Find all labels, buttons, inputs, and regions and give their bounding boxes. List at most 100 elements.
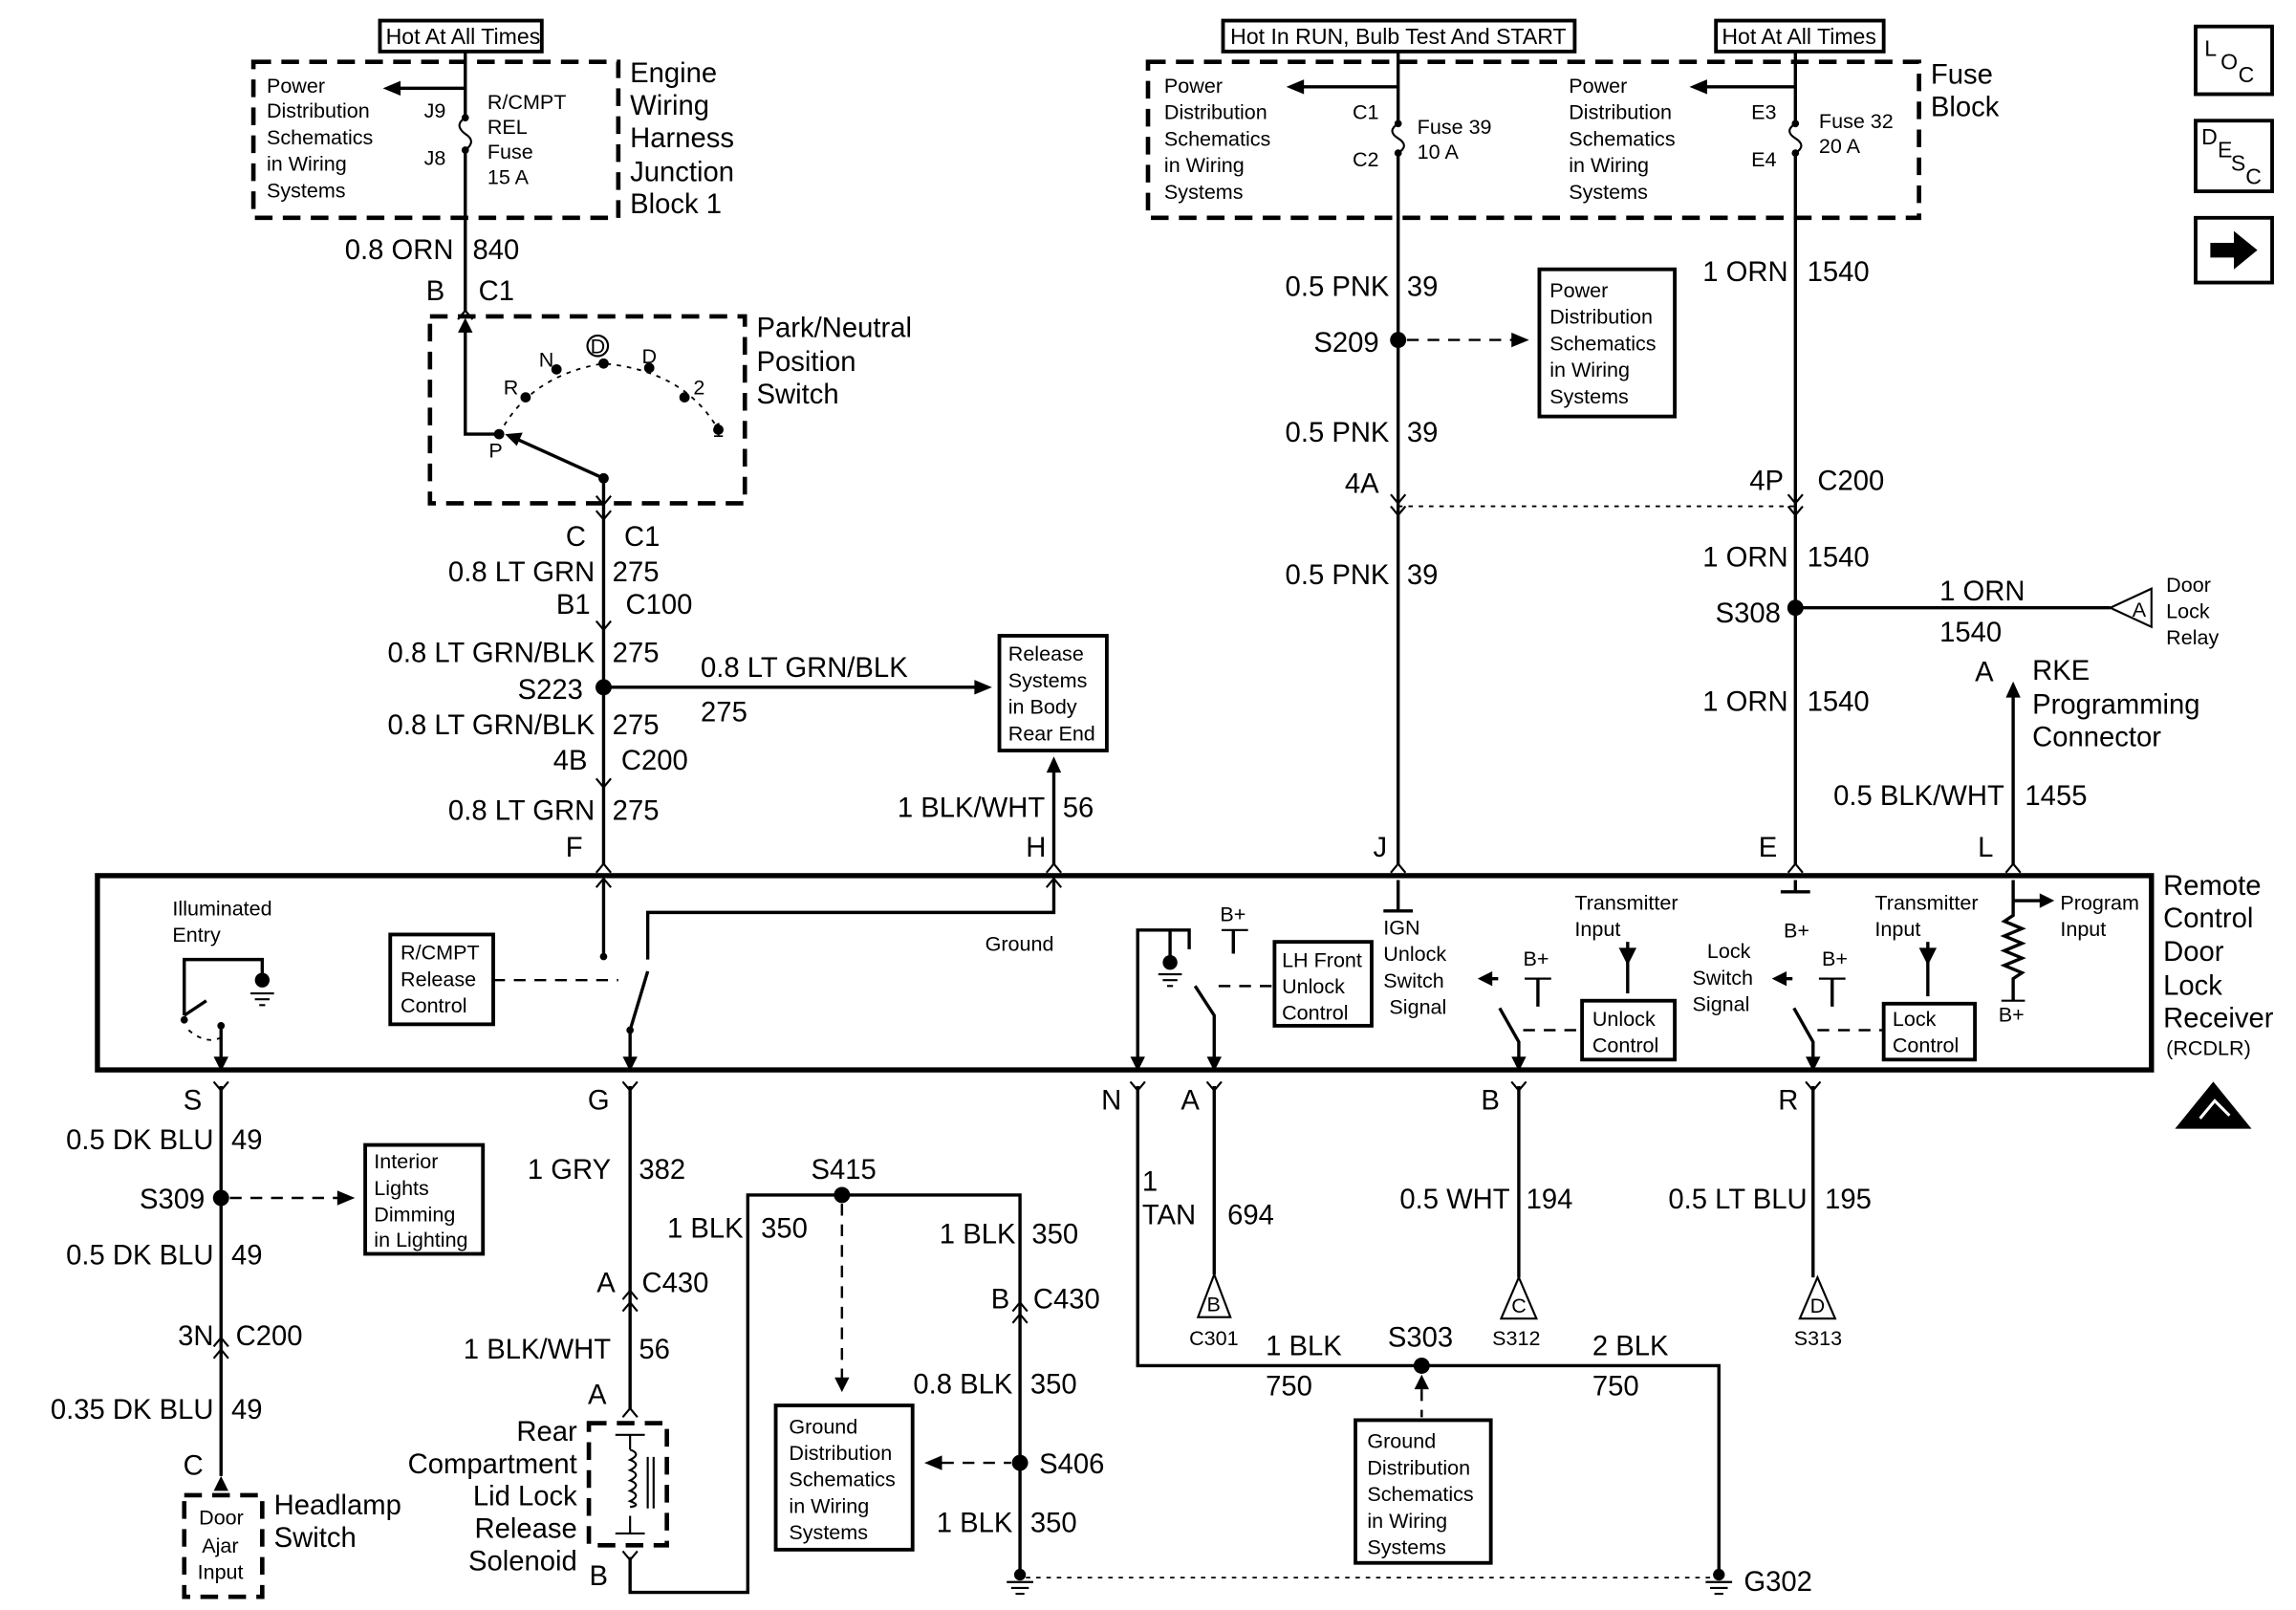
ctrl-label: Unlock — [1282, 974, 1345, 998]
wire-color: 0.8 LT GRN/BLK — [388, 710, 596, 741]
fuse-icon — [1391, 122, 1803, 155]
switch-outline — [427, 314, 747, 506]
circuit-number: 275 — [613, 557, 660, 588]
pos-r: R — [504, 376, 519, 400]
bplus-label: B+ — [1822, 946, 1848, 970]
ref-line: Distribution — [1367, 1455, 1470, 1479]
fuse-block-outline — [1145, 59, 1921, 221]
ground-label: Ground — [986, 931, 1054, 955]
fuse-label: R/CMPT — [487, 90, 567, 114]
pin-label: B — [991, 1284, 1010, 1315]
ref-line: Systems — [1569, 180, 1648, 204]
relay-label: Door — [2166, 573, 2211, 597]
wire-internal — [464, 326, 500, 436]
connector-label: C200 — [236, 1321, 303, 1352]
ign-label: Unlock — [1383, 942, 1446, 966]
solenoid-title: Compartment — [408, 1449, 577, 1480]
pd-ref-line: Systems — [267, 178, 346, 202]
splice-s309 — [212, 1189, 229, 1207]
fuse-label: REL — [487, 115, 528, 139]
hot-label: Hot At All Times — [1722, 24, 1876, 49]
lh-switch — [1136, 928, 1235, 1063]
ref-line: in Body — [1008, 695, 1077, 719]
ign-label: Signal — [1389, 995, 1446, 1019]
pos-1: 1 — [712, 418, 724, 442]
pd-ref-box[interactable] — [1537, 267, 1677, 419]
pin-label: B — [1481, 1086, 1499, 1117]
pin-label: 3N — [178, 1321, 213, 1352]
circuit-number: 275 — [613, 639, 660, 669]
lt-blu-circuit: R 0.5 LT BLU 195 D S313 — [1668, 1086, 1871, 1350]
block-title: Block 1 — [630, 189, 722, 220]
pin-label: N — [1101, 1086, 1121, 1117]
pin-label: A — [2133, 598, 2147, 621]
terminal: E3 — [1751, 100, 1776, 124]
resistor-icon — [2000, 880, 2043, 1001]
circuit-number: 350 — [761, 1214, 808, 1245]
ref-line: in Wiring — [1549, 358, 1630, 381]
relay-label: Relay — [2166, 625, 2219, 649]
next-button[interactable] — [2194, 215, 2274, 285]
ref-line: Schematics — [1367, 1482, 1473, 1506]
rke-connector: A RKE Programming Connector 0.5 BLK/WHT … — [1833, 656, 2200, 866]
ref-line: Power — [1569, 74, 1627, 98]
wire-color: 1 — [1142, 1166, 1158, 1197]
ground-dist-ref-box[interactable] — [1354, 1418, 1493, 1565]
terminal-j9: J9 — [424, 98, 446, 122]
wire-color: 0.5 DK BLU — [66, 1240, 213, 1271]
wire-color: 0.5 PNK — [1286, 272, 1390, 302]
fuse-block: Hot In RUN, Bulb Test And START Hot At A… — [1145, 18, 2000, 866]
ign-label: Switch — [1383, 968, 1443, 992]
desc-icon: D — [2201, 124, 2218, 149]
solenoid-title: Solenoid — [468, 1546, 577, 1577]
wire-color: 1 BLK/WHT — [464, 1335, 611, 1365]
circuit-number: 39 — [1407, 272, 1439, 302]
ref-line: Systems — [789, 1520, 868, 1544]
wire-color: 1 BLK — [667, 1214, 744, 1245]
solenoid-title: Rear — [516, 1417, 577, 1447]
ground-dist-ref-box[interactable] — [773, 1403, 915, 1552]
interior-lights-ref-box[interactable] — [363, 1142, 486, 1256]
ctrl-label: Unlock — [1592, 1007, 1656, 1031]
circuit-number: 39 — [1407, 560, 1439, 591]
pos-d: D — [641, 344, 657, 368]
arrow-right-icon — [974, 680, 992, 695]
wire-color: 1 ORN — [1702, 543, 1787, 574]
terminal: C2 — [1353, 147, 1379, 171]
lock-sig-label: Switch — [1693, 966, 1753, 990]
fuse-label: Fuse 39 — [1418, 115, 1492, 139]
batt-input — [1780, 880, 1810, 894]
desc-button[interactable]: D E S C — [2194, 119, 2274, 194]
splice-label: S303 — [1388, 1322, 1453, 1353]
esd-warning-icon — [2175, 1081, 2252, 1129]
loc-button[interactable]: L O C — [2194, 24, 2274, 97]
pos-overdrive: D — [591, 334, 606, 358]
circuit-number: 49 — [231, 1395, 263, 1425]
block-title: Block — [1931, 93, 2000, 123]
solenoid-title: Lid Lock — [473, 1482, 577, 1512]
circuit-number: 275 — [701, 697, 747, 728]
connector-triangle — [1499, 1274, 1539, 1320]
pin-label: L — [1978, 833, 1993, 863]
lock-control-box — [1881, 1001, 1978, 1062]
connector-label: C100 — [626, 590, 693, 620]
wire-color: 0.35 DK BLU — [51, 1395, 214, 1425]
splice-s406 — [1011, 1454, 1029, 1471]
circuit-number: 195 — [1825, 1185, 1872, 1215]
pin-label: D — [1810, 1294, 1826, 1317]
wire-275 — [601, 478, 984, 866]
block-title: Harness — [630, 123, 734, 154]
pin-label: H — [1026, 833, 1046, 863]
unlock-control-box — [1580, 998, 1677, 1062]
connector-label: C1 — [479, 276, 514, 307]
circuit-number: 1540 — [1808, 257, 1870, 288]
wire-color: 0.8 LT GRN/BLK — [388, 639, 596, 669]
ref-line: in Wiring — [789, 1493, 869, 1517]
illum-label: Illuminated — [172, 896, 271, 920]
ref-line: Schematics — [1549, 331, 1656, 355]
pnk-circuit: 0.5 PNK 39 S209 Power Distribution Schem… — [1286, 267, 1804, 863]
pos-2: 2 — [693, 376, 704, 400]
release-ref-box[interactable] — [997, 634, 1109, 752]
switch-title: Park/Neutral — [757, 314, 912, 344]
release-systems-ref: Release Systems in Body Rear End 1 BLK/W… — [898, 634, 1109, 866]
